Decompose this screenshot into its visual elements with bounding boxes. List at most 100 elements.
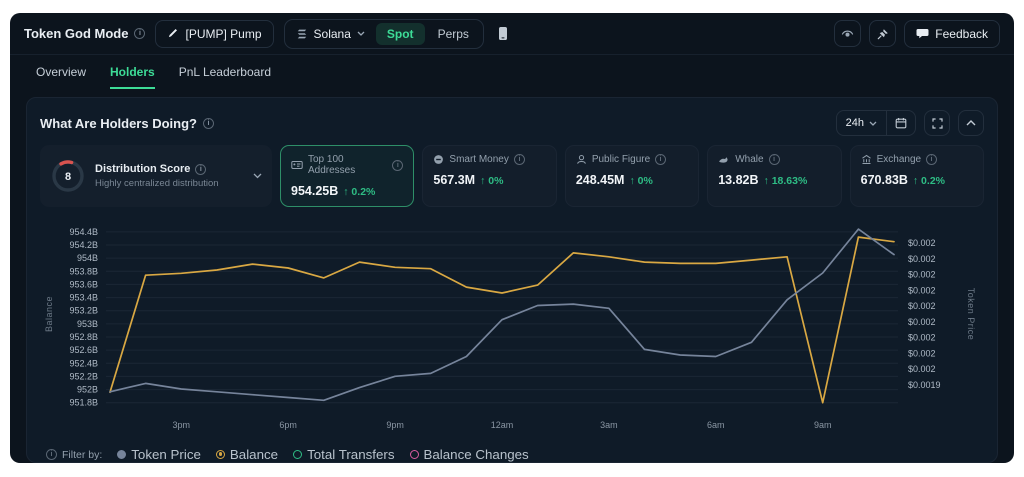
pin-icon bbox=[877, 28, 888, 39]
solana-icon bbox=[297, 29, 306, 38]
total-transfers-radio-icon bbox=[293, 450, 303, 459]
panel-header: What Are Holders Doing? i 24h bbox=[40, 110, 984, 136]
market-tab-perps[interactable]: Perps bbox=[427, 23, 480, 45]
card-label-row: Public Figure i bbox=[576, 154, 688, 165]
distribution-score-card[interactable]: 8 Distribution Score i Highly centralize… bbox=[40, 145, 272, 207]
tab-pnl-leaderboard[interactable]: PnL Leaderboard bbox=[179, 55, 271, 89]
svg-text:953.6B: 953.6B bbox=[69, 279, 98, 289]
card-change: ↑ 0.2% bbox=[343, 186, 376, 198]
card-label: Whale bbox=[735, 154, 764, 165]
legend-token-price[interactable]: Token Price bbox=[117, 447, 201, 462]
svg-text:Token Price: Token Price bbox=[966, 288, 976, 341]
section-tabs: Overview Holders PnL Leaderboard bbox=[10, 55, 1014, 89]
svg-text:$0.002: $0.002 bbox=[908, 285, 936, 295]
card-value: 954.25B bbox=[291, 184, 339, 198]
calendar-icon bbox=[895, 118, 907, 129]
info-icon[interactable]: i bbox=[46, 449, 57, 460]
whale-icon bbox=[719, 156, 728, 163]
feedback-button[interactable]: Feedback bbox=[904, 19, 1000, 48]
smart-money-icon bbox=[434, 155, 444, 164]
token-selector[interactable]: [PUMP] Pump bbox=[155, 19, 274, 48]
card-label-row: Exchange i bbox=[861, 154, 973, 165]
collapse-button[interactable] bbox=[958, 110, 984, 136]
svg-text:$0.0019: $0.0019 bbox=[908, 380, 941, 390]
card-value-row: 670.83B ↑ 0.2% bbox=[861, 172, 973, 187]
tab-holders[interactable]: Holders bbox=[110, 55, 155, 89]
info-icon[interactable]: i bbox=[655, 154, 667, 165]
exchange-icon bbox=[861, 154, 871, 164]
card-label: Smart Money bbox=[449, 154, 509, 165]
balance-changes-radio-icon bbox=[409, 450, 419, 459]
svg-text:3am: 3am bbox=[600, 420, 618, 430]
info-icon[interactable]: i bbox=[768, 154, 780, 165]
mobile-view-button[interactable] bbox=[494, 22, 512, 45]
card-value-row: 248.45M ↑ 0% bbox=[576, 172, 688, 187]
svg-text:$0.002: $0.002 bbox=[908, 238, 936, 248]
chain-selector[interactable]: Solana bbox=[288, 24, 374, 44]
info-icon[interactable]: i bbox=[134, 28, 146, 39]
card-change: ↑ 0.2% bbox=[912, 175, 945, 187]
legend-label: Token Price bbox=[131, 447, 201, 462]
pencil-icon bbox=[169, 29, 178, 38]
svg-text:952.4B: 952.4B bbox=[69, 358, 98, 368]
card-top-100-addresses[interactable]: Top 100 Addresses i 954.25B ↑ 0.2% bbox=[280, 145, 415, 207]
holders-chart[interactable]: 954.4B 954.2B 954B 953.8B 953.6B 953.4B 953.2B… bbox=[40, 214, 982, 444]
card-label-row: Smart Money i bbox=[433, 154, 545, 165]
calendar-button[interactable] bbox=[887, 111, 915, 135]
card-value: 248.45M bbox=[575, 173, 625, 187]
distribution-score-title-text: Distribution Score bbox=[95, 163, 191, 175]
legend-balance[interactable]: Balance bbox=[215, 447, 279, 462]
topbar: Token God Mode i [PUMP] Pump Solana Spot… bbox=[10, 13, 1014, 55]
card-exchange[interactable]: Exchange i 670.83B ↑ 0.2% bbox=[849, 145, 985, 207]
expand-icon bbox=[931, 117, 943, 129]
balance-radio-icon bbox=[215, 450, 225, 459]
info-icon[interactable]: i bbox=[195, 163, 207, 175]
chevron-down-icon bbox=[253, 173, 262, 179]
distribution-score-gauge: 8 bbox=[52, 160, 84, 192]
svg-text:6am: 6am bbox=[707, 420, 725, 430]
eye-icon bbox=[842, 30, 854, 37]
svg-text:9am: 9am bbox=[814, 420, 832, 430]
legend-total-transfers[interactable]: Total Transfers bbox=[293, 447, 395, 462]
legend-balance-changes[interactable]: Balance Changes bbox=[409, 447, 529, 462]
card-label: Exchange bbox=[876, 154, 922, 165]
timeframe-dropdown[interactable]: 24h bbox=[837, 111, 886, 135]
legend-label: Total Transfers bbox=[307, 447, 395, 462]
market-tab-spot[interactable]: Spot bbox=[375, 22, 425, 45]
pin-button[interactable] bbox=[869, 20, 897, 47]
tab-overview[interactable]: Overview bbox=[36, 55, 86, 89]
distribution-score-subtitle: Highly centralized distribution bbox=[95, 178, 219, 189]
svg-text:6pm: 6pm bbox=[279, 420, 297, 430]
legend-label: Balance Changes bbox=[423, 447, 529, 462]
info-icon[interactable]: i bbox=[392, 159, 404, 171]
card-whale[interactable]: Whale i 13.82B ↑ 18.63% bbox=[707, 145, 842, 207]
page-title: Token God Mode i bbox=[24, 26, 146, 41]
chain-label: Solana bbox=[313, 26, 351, 41]
legend-label: Balance bbox=[229, 447, 279, 462]
watch-button[interactable] bbox=[834, 20, 862, 47]
card-label: Public Figure bbox=[591, 154, 651, 165]
divider bbox=[886, 111, 887, 135]
svg-text:952.8B: 952.8B bbox=[69, 332, 98, 342]
fullscreen-button[interactable] bbox=[924, 110, 950, 136]
card-public-figure[interactable]: Public Figure i 248.45M ↑ 0% bbox=[564, 145, 700, 207]
chart-area: 954.4B 954.2B 954B 953.8B 953.6B 953.4B 953.2B… bbox=[40, 214, 984, 444]
card-label-row: Top 100 Addresses i bbox=[291, 154, 404, 176]
card-value-row: 567.3M ↑ 0% bbox=[433, 172, 545, 187]
svg-text:Balance: Balance bbox=[44, 296, 54, 332]
info-icon[interactable]: i bbox=[513, 154, 525, 165]
timeframe-value: 24h bbox=[845, 117, 864, 129]
mobile-icon bbox=[498, 27, 507, 40]
panel-title: What Are Holders Doing? i bbox=[40, 116, 214, 131]
topbar-right: Feedback bbox=[834, 19, 1000, 48]
info-icon[interactable]: i bbox=[202, 117, 214, 129]
info-icon[interactable]: i bbox=[926, 154, 938, 165]
timeframe-group: 24h bbox=[835, 110, 916, 136]
distribution-score-text: Distribution Score i Highly centralized … bbox=[95, 163, 219, 189]
svg-text:951.8B: 951.8B bbox=[69, 398, 98, 408]
panel-title-text: What Are Holders Doing? bbox=[40, 115, 197, 131]
card-smart-money[interactable]: Smart Money i 567.3M ↑ 0% bbox=[422, 145, 557, 207]
public-figure-icon bbox=[576, 155, 586, 164]
chevron-down-icon bbox=[869, 121, 877, 126]
svg-text:$0.002: $0.002 bbox=[908, 317, 936, 327]
